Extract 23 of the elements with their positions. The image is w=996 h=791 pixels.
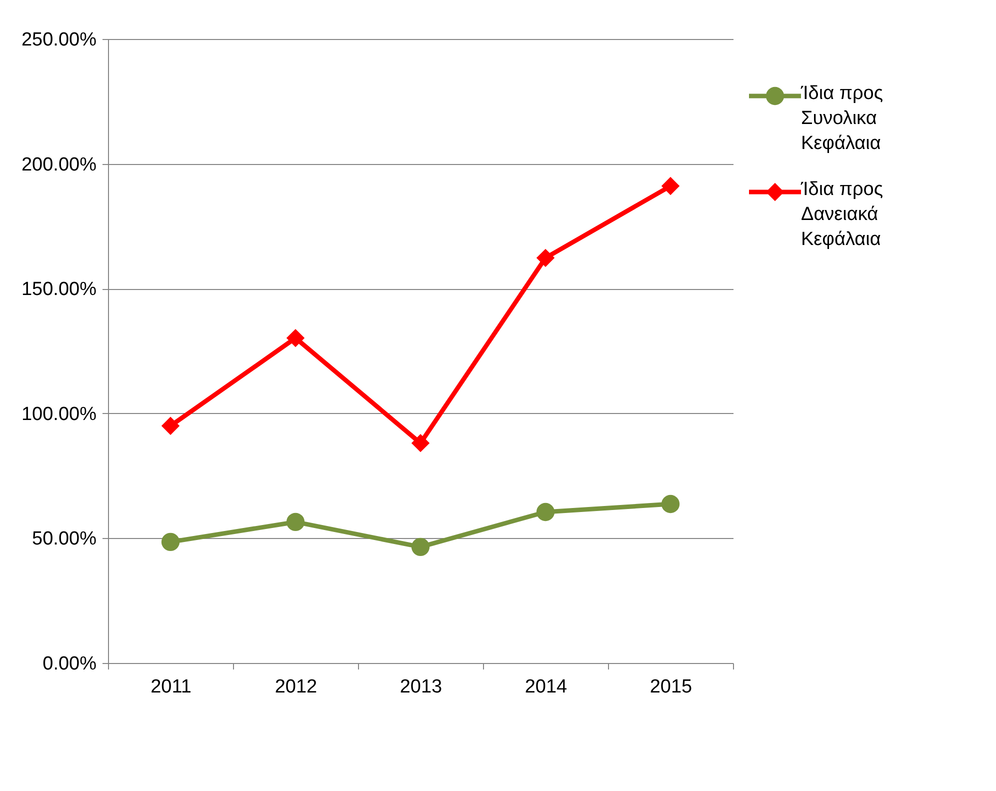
y-tick-label: 150.00%	[21, 279, 97, 300]
point	[411, 538, 430, 556]
y-tick-label: 250.00%	[21, 30, 97, 50]
x-tick-label: 2013	[400, 676, 442, 698]
point	[286, 512, 305, 532]
x-tick-label: 2015	[650, 676, 692, 698]
legend-label: Ίδια προς Δανειακά Κεφάλαια	[800, 179, 883, 250]
y-tick-label: 50.00%	[32, 528, 97, 550]
point	[661, 494, 680, 514]
point	[161, 532, 180, 552]
y-tick-label: 100.00%	[21, 404, 97, 425]
point	[161, 416, 180, 435]
y-tick-label: 0.00%	[42, 654, 97, 674]
point	[536, 248, 555, 267]
x-tick-label: 2014	[524, 676, 568, 698]
y-tick-label: 200.00%	[21, 154, 97, 176]
point	[286, 328, 305, 348]
x-tick-label: 2011	[150, 676, 192, 698]
legend-label: Ίδια προς Συνολικα Κεφάλαια	[800, 83, 883, 154]
point	[536, 502, 555, 522]
x-tick-label: 2012	[274, 676, 318, 698]
point	[661, 176, 680, 196]
point	[411, 434, 430, 452]
